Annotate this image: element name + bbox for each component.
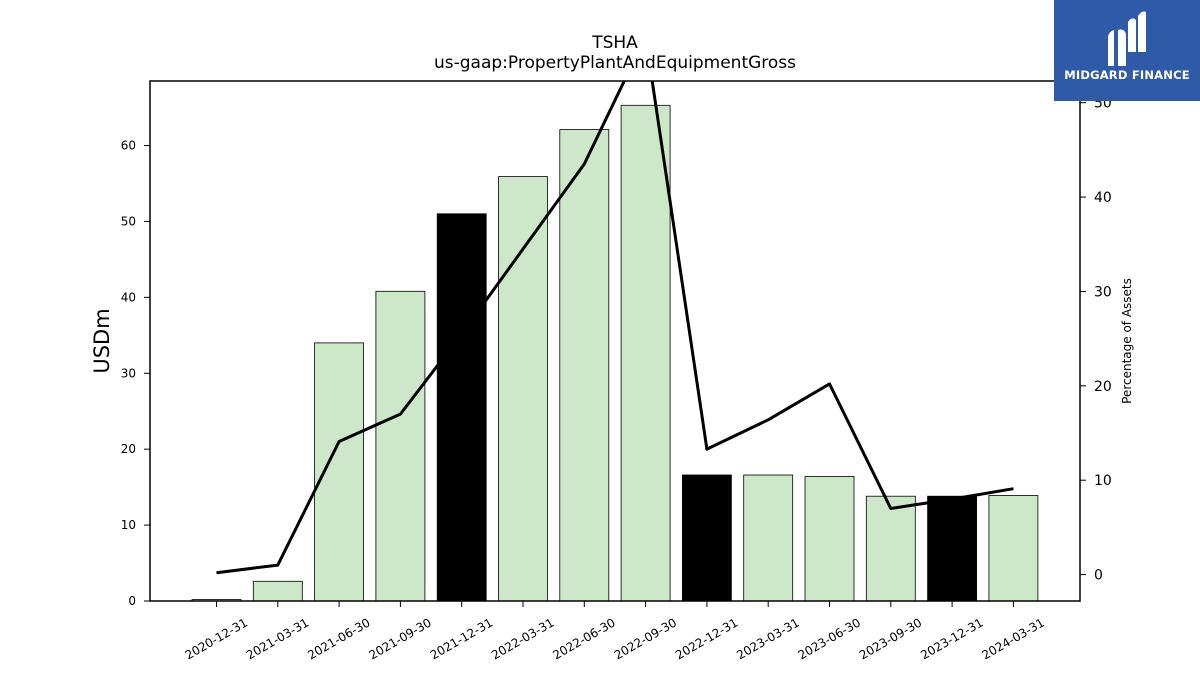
x-tick-label: 2021-06-30 xyxy=(305,615,372,662)
x-tick-label: 2023-09-30 xyxy=(857,615,924,662)
x-tick-label: 2023-12-31 xyxy=(918,615,985,662)
x-tick-label: 2021-09-30 xyxy=(366,615,433,662)
bar-2022-03-31 xyxy=(498,176,548,602)
x-tick-label: 2022-09-30 xyxy=(612,615,679,662)
bar-2022-09-30 xyxy=(620,104,671,602)
x-tick-label: 2021-03-31 xyxy=(244,615,311,662)
x-axis: 2020-12-312021-03-312021-06-302021-09-30… xyxy=(183,601,1047,662)
x-tick-label: 2023-03-31 xyxy=(734,615,801,662)
percentage-line xyxy=(216,81,1014,575)
y-axis-label-left: USDm xyxy=(90,308,114,373)
logo-mark-icon xyxy=(1108,11,1146,66)
x-tick-label: 2022-03-31 xyxy=(489,615,556,662)
x-tick-label: 2023-06-30 xyxy=(796,615,863,662)
y-tick-label-right: 40 xyxy=(1094,190,1112,206)
y-tick-label-right: 0 xyxy=(1094,568,1103,584)
y-tick-label-left: 50 xyxy=(121,214,136,228)
y-axis-left: 0 10 20 30 40 50 60 xyxy=(121,139,150,608)
bar-2022-12-31 xyxy=(682,474,732,602)
bar-2023-06-30 xyxy=(804,476,855,602)
x-tick-label: 2024-03-31 xyxy=(979,615,1046,662)
bar-series xyxy=(191,104,1039,602)
bar-2023-03-31 xyxy=(743,474,794,602)
x-tick-label: 2022-06-30 xyxy=(550,615,617,662)
bar-2021-03-31 xyxy=(252,580,303,602)
y-tick-label-left: 10 xyxy=(121,518,136,532)
y-axis-label-right: Percentage of Assets xyxy=(1120,278,1134,404)
y-tick-label-left: 60 xyxy=(121,139,136,153)
bar-2021-09-30 xyxy=(375,290,426,602)
x-tick-label: 2022-12-31 xyxy=(673,615,740,662)
midgard-finance-logo: MIDGARD FINANCE xyxy=(1054,0,1200,101)
y-tick-label-left: 0 xyxy=(128,594,136,608)
bar-2021-06-30 xyxy=(314,342,365,602)
y-tick-label-right: 20 xyxy=(1094,379,1112,395)
y-tick-label-left: 40 xyxy=(121,290,136,304)
y-tick-label-right: 30 xyxy=(1094,284,1112,300)
logo-text: MIDGARD FINANCE xyxy=(1064,68,1190,82)
chart-title: TSHA xyxy=(591,33,638,53)
chart-subtitle: us-gaap:PropertyPlantAndEquipmentGross xyxy=(434,53,796,73)
plot-frame xyxy=(149,80,1081,602)
y-tick-label-left: 30 xyxy=(121,366,136,380)
y-tick-label-right: 10 xyxy=(1094,473,1112,489)
bar-2021-12-31 xyxy=(436,213,487,602)
x-tick-label: 2021-12-31 xyxy=(428,615,495,662)
bar-2022-06-30 xyxy=(559,129,610,602)
bar-2023-12-31 xyxy=(927,495,977,602)
y-tick-label-left: 20 xyxy=(121,442,136,456)
bar-2024-03-31 xyxy=(988,495,1039,602)
bar-2023-09-30 xyxy=(865,495,916,602)
x-tick-label: 2020-12-31 xyxy=(183,615,250,662)
line-series xyxy=(216,81,1014,575)
